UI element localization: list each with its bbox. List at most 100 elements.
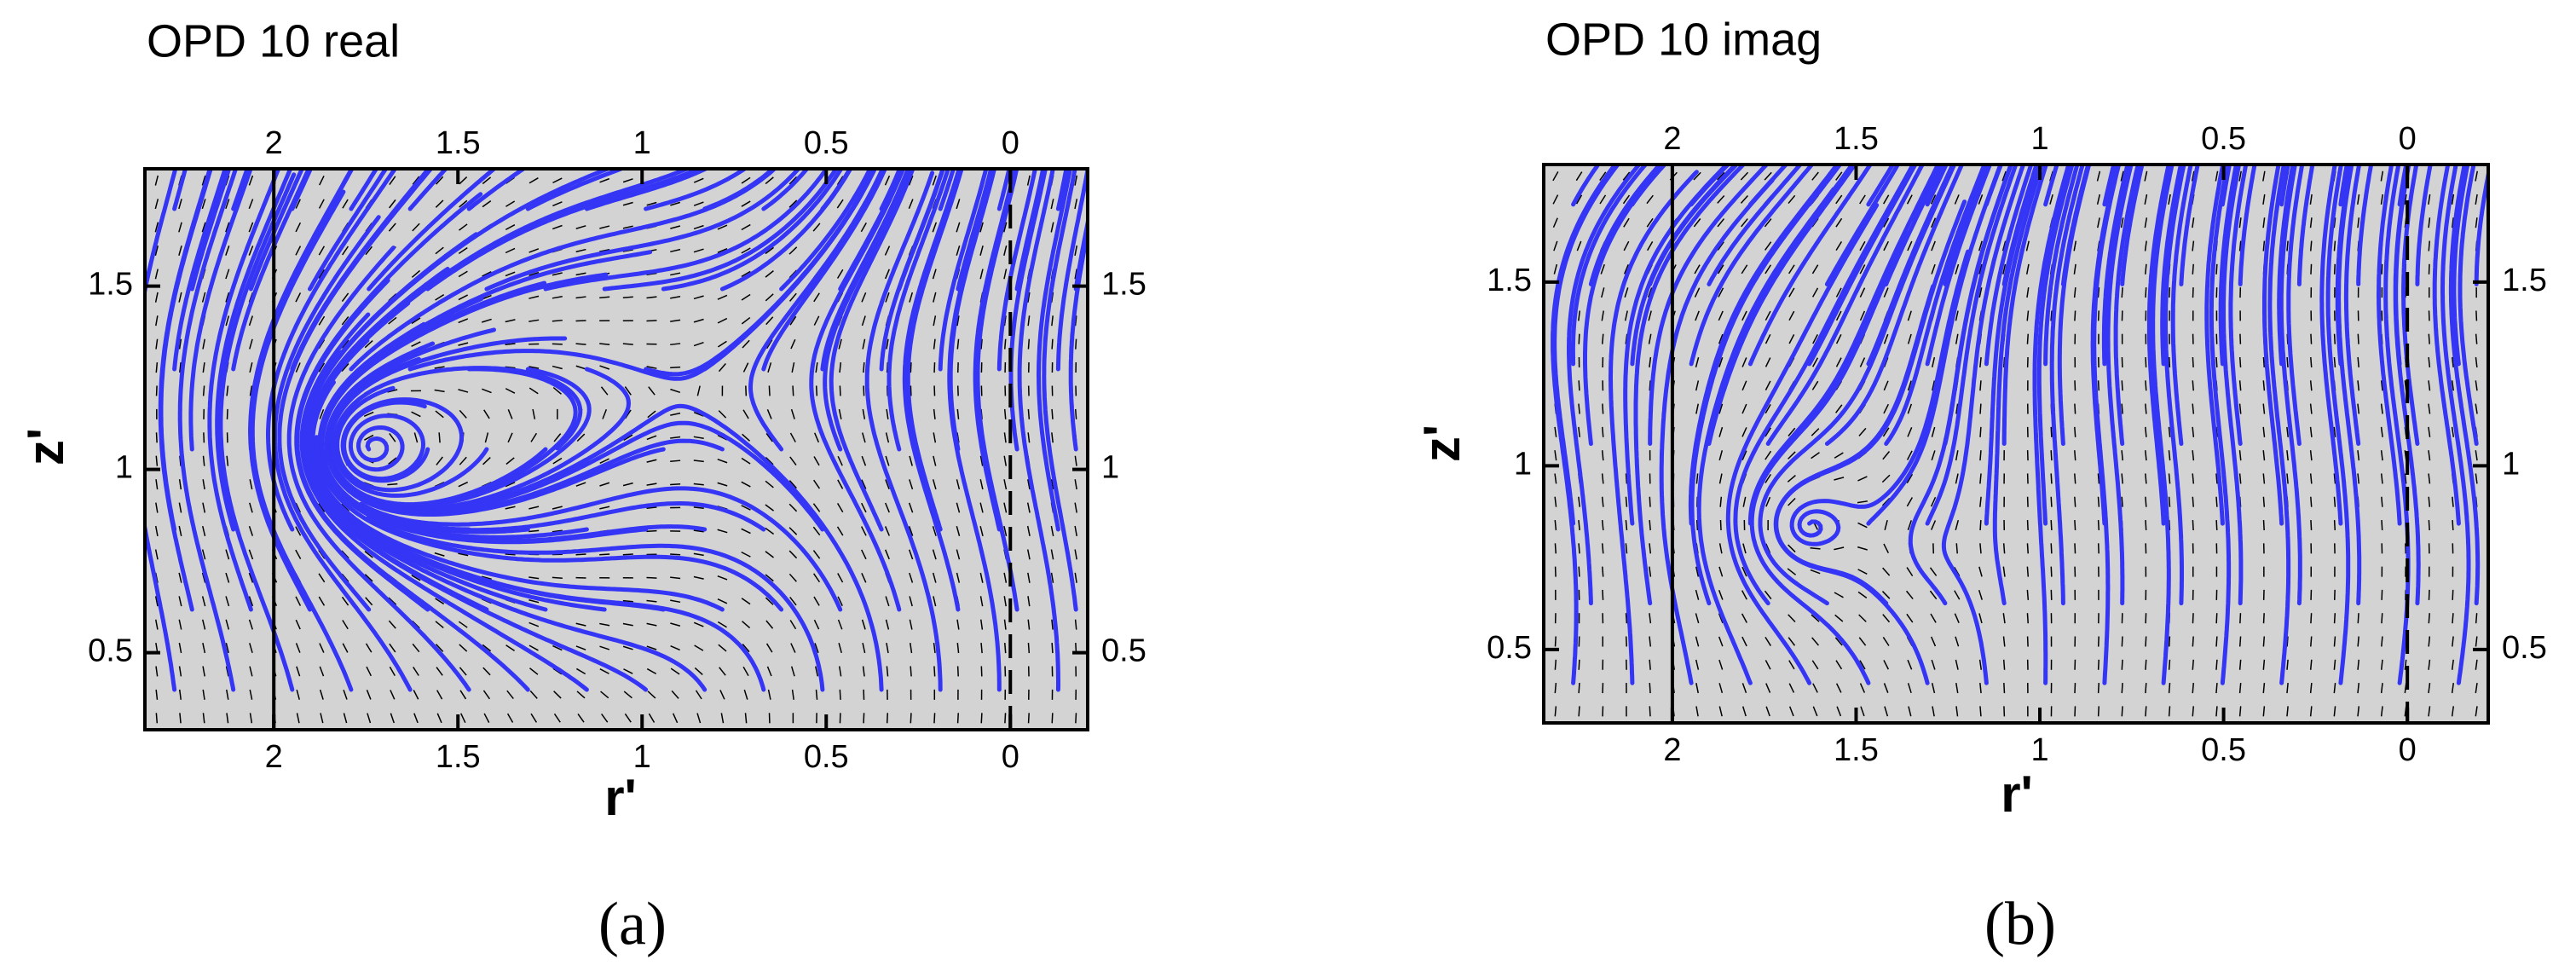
vector	[1788, 334, 1795, 344]
vector	[933, 292, 937, 303]
vector	[908, 502, 914, 513]
vector	[2428, 706, 2431, 717]
vector	[717, 621, 727, 628]
vector	[1742, 543, 1747, 554]
vector	[201, 549, 206, 560]
vector	[863, 362, 865, 373]
streamline	[2120, 165, 2145, 286]
vector	[646, 435, 657, 441]
vector	[390, 713, 395, 724]
vector	[154, 596, 159, 607]
vector	[1718, 543, 1723, 554]
vector	[1649, 496, 1651, 507]
vector	[341, 316, 349, 326]
vector	[693, 177, 704, 183]
vector	[412, 176, 420, 185]
vector	[1717, 264, 1724, 275]
vector	[884, 175, 891, 186]
vector	[529, 668, 539, 675]
vector	[1003, 245, 1008, 256]
vector	[1905, 590, 1914, 600]
streamline	[938, 169, 989, 372]
vector	[1955, 683, 1959, 694]
vector	[1812, 357, 1819, 367]
streamline	[172, 169, 188, 211]
vector	[1553, 240, 1558, 251]
streamline	[525, 169, 627, 211]
vector	[155, 689, 159, 700]
vector	[602, 409, 608, 419]
vector	[979, 502, 984, 513]
vector	[2026, 589, 2030, 600]
vector	[1622, 194, 1631, 205]
vector	[1718, 287, 1724, 298]
vector	[2074, 473, 2076, 484]
vector	[2452, 636, 2454, 647]
vector	[2215, 659, 2218, 670]
streamline	[1689, 165, 1842, 606]
vector	[482, 667, 491, 676]
vector	[933, 432, 937, 443]
vector	[318, 315, 326, 326]
vector	[2002, 543, 2006, 554]
vector	[365, 597, 373, 606]
vector	[2096, 194, 2101, 205]
vector	[179, 455, 182, 466]
vector	[2121, 450, 2123, 461]
vector	[295, 549, 302, 559]
streamline	[1866, 165, 1896, 207]
vector	[2192, 450, 2195, 461]
vector	[2452, 613, 2454, 624]
streamline	[1609, 170, 1699, 685]
vector	[1788, 287, 1795, 298]
vector	[2121, 403, 2123, 414]
streamline	[2277, 165, 2296, 367]
vector	[647, 410, 656, 419]
y-tick-label: 1.5	[1487, 263, 1532, 298]
vector	[458, 246, 468, 254]
vector	[2309, 659, 2313, 670]
vector	[599, 177, 610, 183]
vector	[2310, 519, 2313, 531]
vector	[436, 690, 443, 700]
vector	[201, 199, 206, 210]
vector	[1717, 241, 1724, 251]
vector	[2357, 194, 2360, 205]
vector	[459, 644, 468, 652]
vector	[178, 689, 182, 700]
vector	[1718, 310, 1724, 321]
vector	[413, 667, 419, 676]
vector	[249, 502, 253, 513]
vector	[2238, 403, 2242, 414]
streamline	[1571, 165, 1601, 207]
vector	[1027, 572, 1031, 583]
vector	[225, 199, 230, 210]
vector	[670, 388, 681, 393]
vector	[1050, 525, 1054, 536]
vector	[1693, 218, 1701, 228]
streamline	[2377, 165, 2402, 526]
vector	[932, 222, 937, 233]
vector	[436, 176, 444, 185]
vector	[318, 269, 326, 279]
vector	[693, 201, 704, 206]
vector	[765, 480, 774, 488]
vector	[342, 199, 349, 209]
vector	[812, 503, 821, 512]
vector	[2357, 217, 2360, 228]
vector	[1979, 519, 1982, 531]
vector	[979, 269, 984, 280]
vector	[1051, 315, 1054, 327]
streamline	[366, 516, 825, 692]
streamline	[879, 169, 903, 211]
streamline	[2325, 165, 2351, 685]
vector	[1882, 194, 1890, 205]
vector	[2475, 217, 2478, 228]
vector	[2310, 263, 2313, 275]
vector	[1882, 451, 1891, 460]
vector	[1955, 403, 1959, 414]
vector	[933, 642, 936, 654]
vector	[528, 576, 540, 580]
vector	[742, 409, 749, 419]
vector	[1578, 519, 1580, 531]
